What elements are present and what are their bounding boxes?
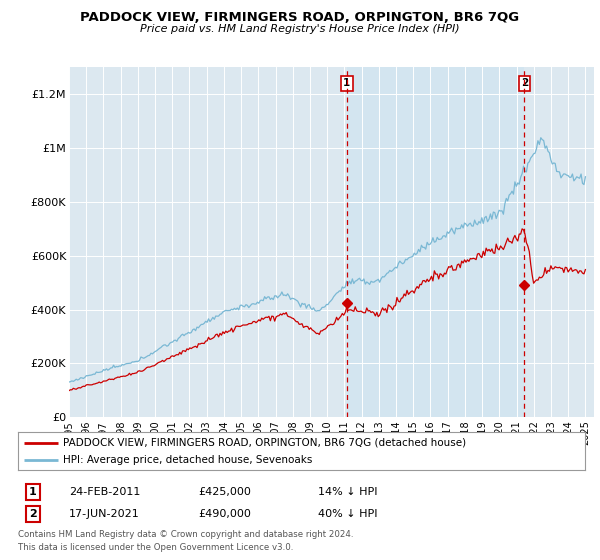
Text: HPI: Average price, detached house, Sevenoaks: HPI: Average price, detached house, Seve… [64, 455, 313, 465]
Bar [347, 67, 524, 417]
Text: 17-JUN-2021: 17-JUN-2021 [69, 509, 140, 519]
Text: Contains HM Land Registry data © Crown copyright and database right 2024.: Contains HM Land Registry data © Crown c… [18, 530, 353, 539]
Text: 1: 1 [343, 78, 350, 88]
Text: PADDOCK VIEW, FIRMINGERS ROAD, ORPINGTON, BR6 7QG: PADDOCK VIEW, FIRMINGERS ROAD, ORPINGTON… [80, 11, 520, 24]
Text: 24-FEB-2011: 24-FEB-2011 [69, 487, 140, 497]
Text: Price paid vs. HM Land Registry's House Price Index (HPI): Price paid vs. HM Land Registry's House … [140, 24, 460, 34]
Text: £490,000: £490,000 [198, 509, 251, 519]
Text: 2: 2 [29, 509, 37, 519]
Text: 2: 2 [521, 78, 528, 88]
Text: 1: 1 [29, 487, 37, 497]
Text: 14% ↓ HPI: 14% ↓ HPI [318, 487, 377, 497]
Text: 40% ↓ HPI: 40% ↓ HPI [318, 509, 377, 519]
Text: This data is licensed under the Open Government Licence v3.0.: This data is licensed under the Open Gov… [18, 543, 293, 552]
Text: £425,000: £425,000 [198, 487, 251, 497]
Text: PADDOCK VIEW, FIRMINGERS ROAD, ORPINGTON, BR6 7QG (detached house): PADDOCK VIEW, FIRMINGERS ROAD, ORPINGTON… [64, 437, 466, 447]
